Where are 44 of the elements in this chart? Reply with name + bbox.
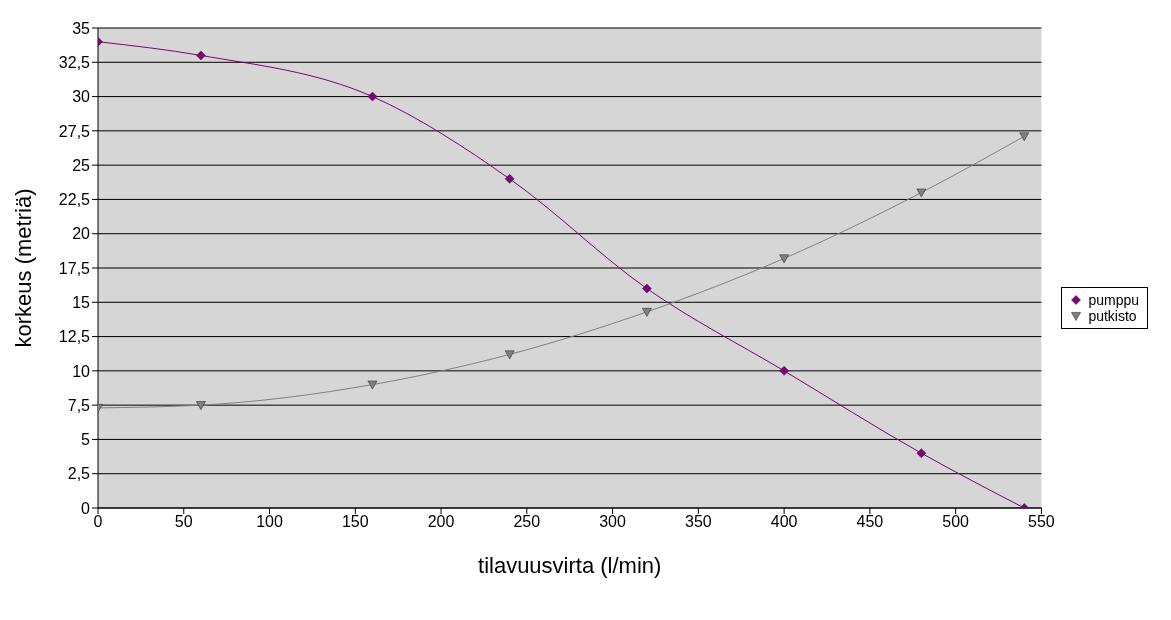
x-tick-label: 250 — [513, 513, 541, 531]
y-tick-label: 12,5 — [58, 328, 91, 346]
point — [1019, 132, 1030, 142]
point — [367, 380, 378, 390]
x-axis-title: tilavuusvirta (l/min) — [478, 553, 662, 578]
y-tick-label: 10 — [72, 362, 91, 380]
x-tick-label: 200 — [427, 513, 455, 531]
point — [196, 401, 206, 410]
y-tick-label: 35 — [72, 19, 91, 37]
x-tick-label: 100 — [256, 513, 283, 531]
y-tick-label: 0 — [81, 499, 91, 517]
point — [779, 366, 789, 376]
point — [504, 350, 515, 360]
x-tick-label: 550 — [1028, 513, 1055, 531]
x-tick-label: 150 — [341, 513, 369, 531]
legend-label: pumppu — [1088, 292, 1139, 308]
legend-label: putkisto — [1088, 308, 1137, 324]
y-axis-title: korkeus (metriä) — [10, 188, 36, 348]
y-tick-label: 30 — [72, 88, 91, 106]
x-tick-label: 350 — [685, 513, 712, 531]
point — [779, 254, 789, 264]
y-tick-label: 2,5 — [67, 465, 91, 483]
x-tick-label: 50 — [174, 513, 193, 531]
point — [642, 283, 652, 294]
x-tick-label: 400 — [770, 513, 798, 531]
y-tick-label: 15 — [72, 293, 91, 311]
x-tick-label: 450 — [856, 513, 884, 531]
point — [196, 50, 206, 61]
x-tick-label: 500 — [942, 513, 970, 531]
point — [916, 448, 927, 458]
point — [642, 307, 652, 317]
y-tick-label: 25 — [72, 156, 91, 174]
y-tick-label: 7,5 — [67, 396, 91, 414]
y-tick-label: 17,5 — [58, 259, 91, 277]
x-tick-label: 0 — [93, 513, 103, 531]
y-tick-label: 27,5 — [58, 122, 91, 140]
point — [916, 188, 927, 198]
y-tick-label: 32,5 — [58, 53, 91, 71]
point — [367, 91, 378, 102]
point — [504, 174, 515, 184]
x-tick-label: 300 — [599, 513, 627, 531]
y-tick-label: 5 — [81, 431, 91, 449]
y-tick-label: 20 — [72, 225, 91, 243]
y-tick-label: 22,5 — [58, 191, 91, 209]
